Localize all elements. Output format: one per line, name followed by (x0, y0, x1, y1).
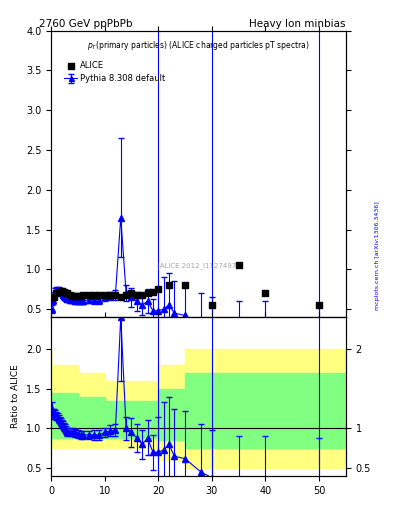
Y-axis label: Ratio to ALICE: Ratio to ALICE (11, 365, 20, 429)
ALICE (139, 291, 145, 299)
ALICE (112, 291, 119, 299)
ALICE (316, 301, 322, 309)
ALICE (75, 291, 81, 300)
ALICE (123, 291, 129, 299)
ALICE (51, 293, 57, 301)
ALICE (56, 288, 62, 296)
ALICE (59, 287, 65, 295)
ALICE (134, 291, 140, 299)
ALICE (72, 291, 78, 300)
ALICE (53, 289, 60, 297)
ALICE (67, 291, 73, 299)
ALICE (64, 289, 70, 297)
Text: 2760 GeV ppPbPb: 2760 GeV ppPbPb (39, 19, 133, 30)
ALICE (155, 285, 162, 293)
Text: Heavy Ion minbias: Heavy Ion minbias (249, 19, 346, 30)
ALICE (70, 291, 76, 300)
ALICE (101, 291, 108, 299)
ALICE (85, 291, 92, 299)
ALICE (118, 293, 124, 301)
ALICE (61, 288, 68, 296)
ALICE (91, 291, 97, 299)
ALICE (144, 289, 151, 297)
ALICE (182, 281, 188, 289)
ALICE (150, 288, 156, 296)
ALICE (80, 291, 86, 299)
ALICE (209, 301, 215, 309)
Legend: ALICE, Pythia 8.308 default: ALICE, Pythia 8.308 default (61, 58, 169, 87)
ALICE (262, 289, 268, 297)
Text: $p_T$(primary particles) (ALICE charged particles pT spectra): $p_T$(primary particles) (ALICE charged … (87, 39, 310, 52)
Text: (ALICE 2012_I1127497): (ALICE 2012_I1127497) (158, 262, 239, 269)
Text: mcplots.cern.ch [arXiv:1306.3436]: mcplots.cern.ch [arXiv:1306.3436] (375, 202, 380, 310)
ALICE (96, 291, 103, 299)
ALICE (235, 261, 242, 269)
ALICE (107, 291, 113, 299)
ALICE (77, 291, 84, 300)
ALICE (166, 281, 172, 289)
ALICE (129, 289, 135, 297)
